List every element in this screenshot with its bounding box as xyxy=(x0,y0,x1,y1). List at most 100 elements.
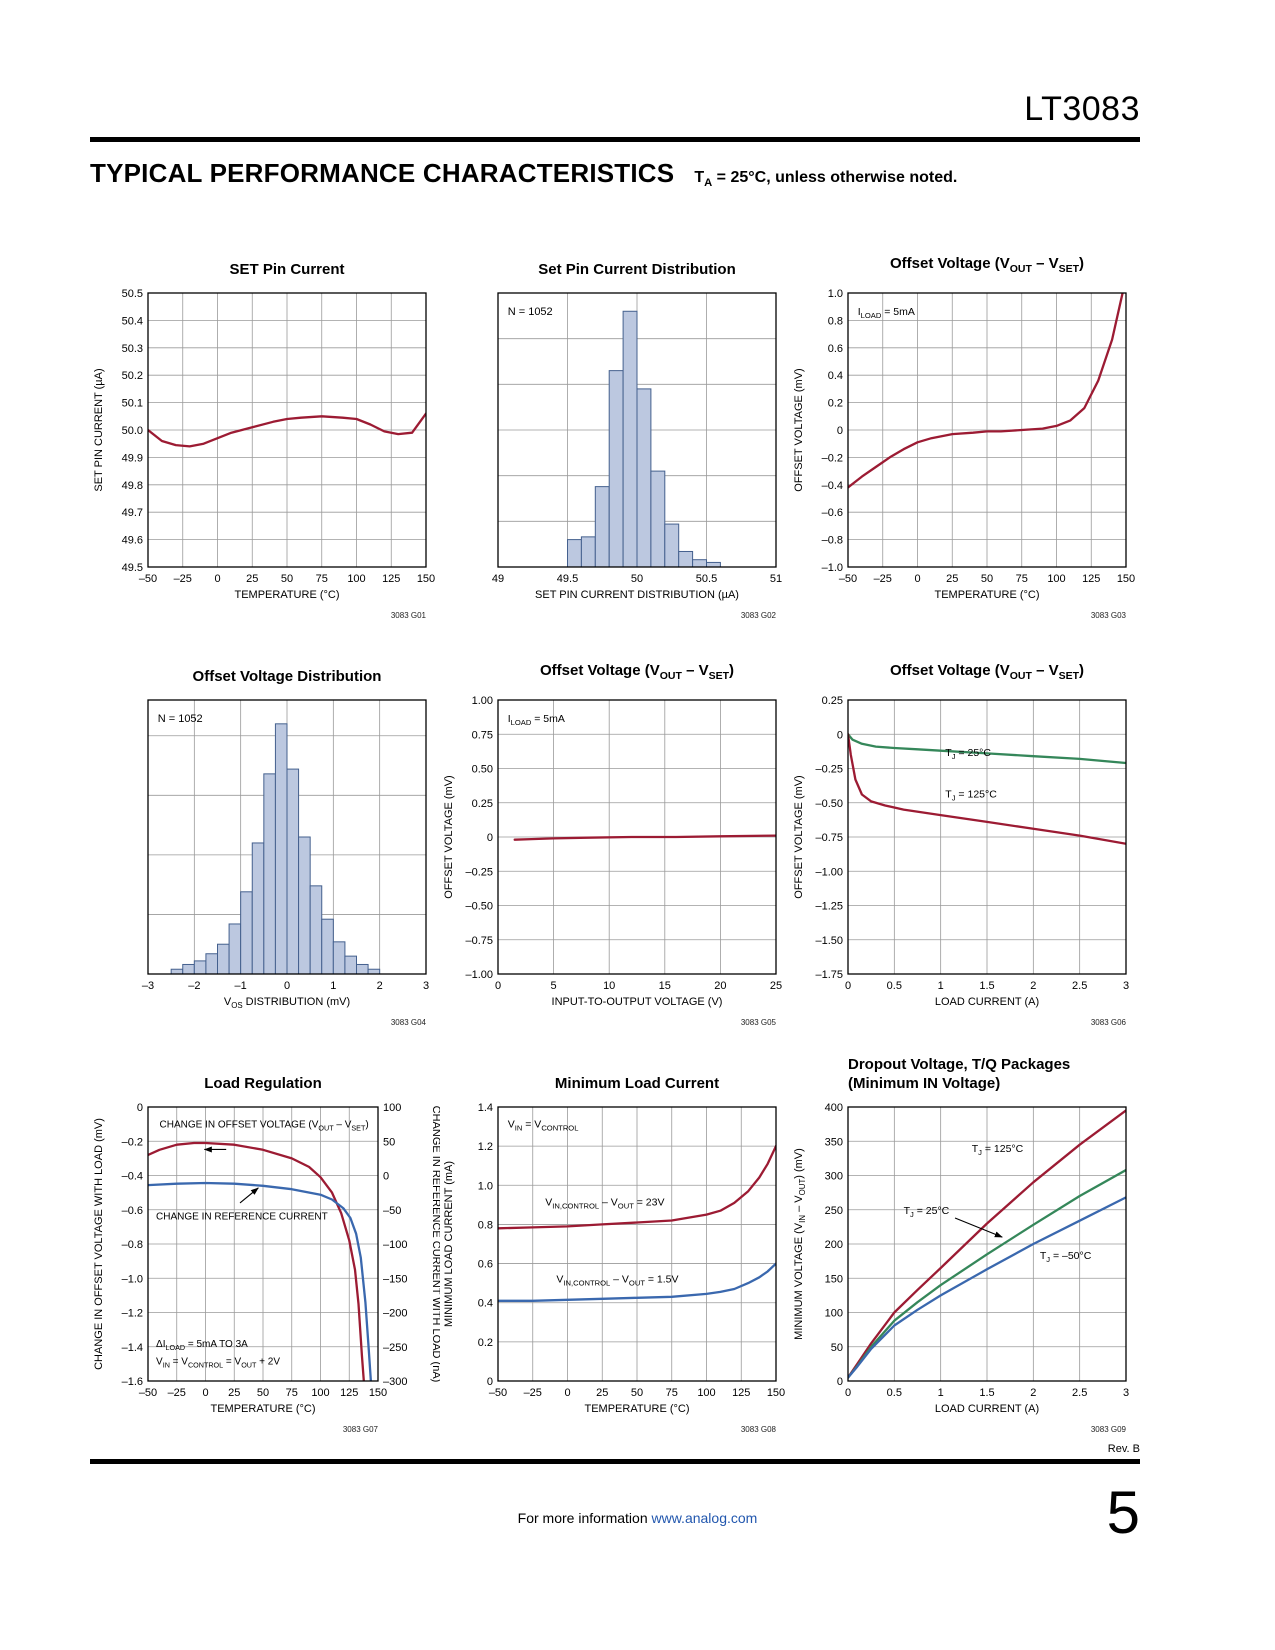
svg-text:50: 50 xyxy=(281,573,293,585)
y-tick-labels: –1.0 –0.8 –0.6 –0.4 –0.2 0 0.2 0.4 0.6 0.8 1.0 xyxy=(822,288,843,574)
figure-code: 3083 G01 xyxy=(391,611,427,620)
svg-text:50: 50 xyxy=(831,1342,843,1354)
svg-text:0.8: 0.8 xyxy=(478,1219,493,1231)
svg-text:–25: –25 xyxy=(168,1387,186,1399)
test-condition: TA = 25°C, unless otherwise noted. xyxy=(694,169,958,190)
svg-text:0: 0 xyxy=(202,1387,208,1399)
svg-text:–1.4: –1.4 xyxy=(122,1342,143,1354)
svg-text:15: 15 xyxy=(659,980,671,992)
svg-text:–0.6: –0.6 xyxy=(822,507,843,519)
plot-border xyxy=(497,1106,777,1382)
charts-grid: SET Pin Current –50 –25 0 25 50 75 100 125 150 49.… xyxy=(90,235,1140,1456)
x-axis-label: TEMPERATURE (°C) xyxy=(210,1403,315,1415)
svg-text:–0.2: –0.2 xyxy=(122,1136,143,1148)
section-title: TYPICAL PERFORMANCE CHARACTERISTICS xyxy=(90,158,675,188)
chart-title-line: Offset Voltage Distribution xyxy=(192,668,382,685)
annotations: N = 1052 xyxy=(158,713,203,725)
svg-text:1: 1 xyxy=(938,980,944,992)
chart-title-line: (Minimum IN Voltage) xyxy=(848,1075,1001,1092)
svg-text:1.2: 1.2 xyxy=(478,1141,493,1153)
svg-text:25: 25 xyxy=(246,573,258,585)
svg-text:–0.2: –0.2 xyxy=(822,452,843,464)
chart-title-line: Dropout Voltage, T/Q Packages xyxy=(848,1056,1071,1073)
x-tick-labels: –50 –25 0 25 50 75 100 125 150 xyxy=(139,573,435,585)
svg-text:–2: –2 xyxy=(188,980,200,992)
chart-g08: –50 –25 0 25 50 75 100 125 150 0 0.2 0.4 0.6 0.8 1.0 1.… xyxy=(443,1102,785,1434)
y2-tick-labels: 100 50 0 –50 –100 –150 –200 –250 –300 xyxy=(383,1102,407,1388)
x-tick-labels: –50 –25 0 25 50 75 100 125 150 xyxy=(139,1387,387,1399)
svg-text:100: 100 xyxy=(1047,573,1065,585)
svg-text:0.25: 0.25 xyxy=(472,798,493,810)
svg-text:0.6: 0.6 xyxy=(478,1259,493,1271)
svg-text:TJ = 125°C: TJ = 125°C xyxy=(945,788,997,802)
y-tick-labels: 49.5 49.6 49.7 49.8 49.9 50.0 50.1 50.2 50.3 50.4… xyxy=(122,288,143,574)
header-rule xyxy=(90,137,1140,142)
chart-panel-g04: Offset Voltage Distribution –3 –2 –1 0 1 2 3 VOS… xyxy=(90,642,440,1049)
chart-panel-g03: Offset Voltage (VOUT – VSET) –50 –25 0 25 50 7… xyxy=(790,235,1140,642)
chart-title-line: Load Regulation xyxy=(204,1075,322,1092)
svg-text:–0.6: –0.6 xyxy=(122,1205,143,1217)
svg-text:0.4: 0.4 xyxy=(478,1298,493,1310)
svg-text:50: 50 xyxy=(383,1136,395,1148)
svg-text:0: 0 xyxy=(845,1387,851,1399)
svg-text:150: 150 xyxy=(369,1387,387,1399)
svg-text:N = 1052: N = 1052 xyxy=(158,713,203,725)
svg-text:50.1: 50.1 xyxy=(122,398,143,410)
svg-text:1: 1 xyxy=(938,1387,944,1399)
svg-text:1.0: 1.0 xyxy=(478,1180,493,1192)
svg-text:0: 0 xyxy=(495,980,501,992)
annotations: CHANGE IN OFFSET VOLTAGE (VOUT – VSET) CH… xyxy=(156,1120,369,1370)
chart-g03: –50 –25 0 25 50 75 100 125 150 –1.0 –0.8 –0.6 –0.4 –0… xyxy=(793,288,1135,620)
svg-text:150: 150 xyxy=(417,573,435,585)
svg-text:ILOAD = 5mA: ILOAD = 5mA xyxy=(508,713,565,727)
svg-text:TJ = 25°C: TJ = 25°C xyxy=(904,1205,950,1219)
y-axis-label: SET PIN CURRENT (µA) xyxy=(93,368,105,491)
svg-text:–0.25: –0.25 xyxy=(815,764,843,776)
svg-text:TJ = 125°C: TJ = 125°C xyxy=(972,1143,1024,1157)
analog-link[interactable]: www.analog.com xyxy=(651,1510,758,1526)
svg-text:–50: –50 xyxy=(839,573,857,585)
figure-code: 3083 G06 xyxy=(1091,1018,1127,1027)
svg-text:0.50: 0.50 xyxy=(472,764,493,776)
svg-text:VIN,CONTROL – VOUT = 1.5V: VIN,CONTROL – VOUT = 1.5V xyxy=(556,1273,678,1287)
figure-code: 3083 G03 xyxy=(1091,611,1127,620)
y-tick-labels: –1.00 –0.75 –0.50 –0.25 0 0.25 0.50 0.75 1.00 xyxy=(465,695,493,981)
chart-g02: 49 49.5 50 50.5 51 SET PIN CURRENT DISTRIBUTI… xyxy=(492,292,782,620)
svg-text:CHANGE IN REFERENCE CURRENT: CHANGE IN REFERENCE CURRENT xyxy=(156,1211,328,1222)
x-tick-labels: –50 –25 0 25 50 75 100 125 150 xyxy=(489,1387,785,1399)
chart-title-line: SET Pin Current xyxy=(229,261,345,278)
svg-text:400: 400 xyxy=(825,1102,843,1114)
svg-text:–0.75: –0.75 xyxy=(465,935,493,947)
chart-panel-g06: Offset Voltage (VOUT – VSET) 0 0.5 1 1.5 2 2.5… xyxy=(790,642,1140,1049)
plot-border xyxy=(847,292,1127,568)
y-tick-labels: 0 0.2 0.4 0.6 0.8 1.0 1.2 1.4 xyxy=(478,1102,493,1388)
chart-panel-g01: SET Pin Current –50 –25 0 25 50 75 100 125 150 49.… xyxy=(90,235,440,642)
svg-text:–50: –50 xyxy=(139,573,157,585)
y2-axis-label: CHANGE IN REFERENCE CURRENT WITH LOAD (n… xyxy=(430,1106,440,1383)
svg-text:50.5: 50.5 xyxy=(696,573,717,585)
svg-text:0.2: 0.2 xyxy=(828,398,843,410)
svg-text:0: 0 xyxy=(137,1102,143,1114)
svg-text:0: 0 xyxy=(487,1376,493,1388)
x-tick-labels: 0 0.5 1 1.5 2 2.5 3 xyxy=(845,980,1129,992)
x-axis-label: TEMPERATURE (°C) xyxy=(234,589,339,601)
svg-text:–200: –200 xyxy=(383,1308,407,1320)
svg-text:–50: –50 xyxy=(139,1387,157,1399)
svg-text:–0.4: –0.4 xyxy=(122,1171,143,1183)
histogram-bars xyxy=(567,310,721,567)
svg-text:1: 1 xyxy=(330,980,336,992)
chart-title: Offset Voltage Distribution xyxy=(148,642,426,690)
svg-text:–1.25: –1.25 xyxy=(815,901,843,913)
annotation-arrow xyxy=(239,1187,259,1204)
chart-g09: 0 0.5 1 1.5 2 2.5 3 0 50 100 150 200 250 300 350 400 LOA… xyxy=(793,1102,1129,1434)
gridlines xyxy=(148,1107,378,1381)
svg-text:–25: –25 xyxy=(874,573,892,585)
series-set-pin-current xyxy=(148,412,426,448)
svg-text:TJ = 25°C: TJ = 25°C xyxy=(945,747,991,761)
svg-text:50: 50 xyxy=(981,573,993,585)
svg-text:1.4: 1.4 xyxy=(478,1102,493,1114)
histogram-bars xyxy=(170,723,381,974)
svg-text:–25: –25 xyxy=(174,573,192,585)
svg-text:49.6: 49.6 xyxy=(122,535,143,547)
annotations: ILOAD = 5mA xyxy=(508,713,565,727)
